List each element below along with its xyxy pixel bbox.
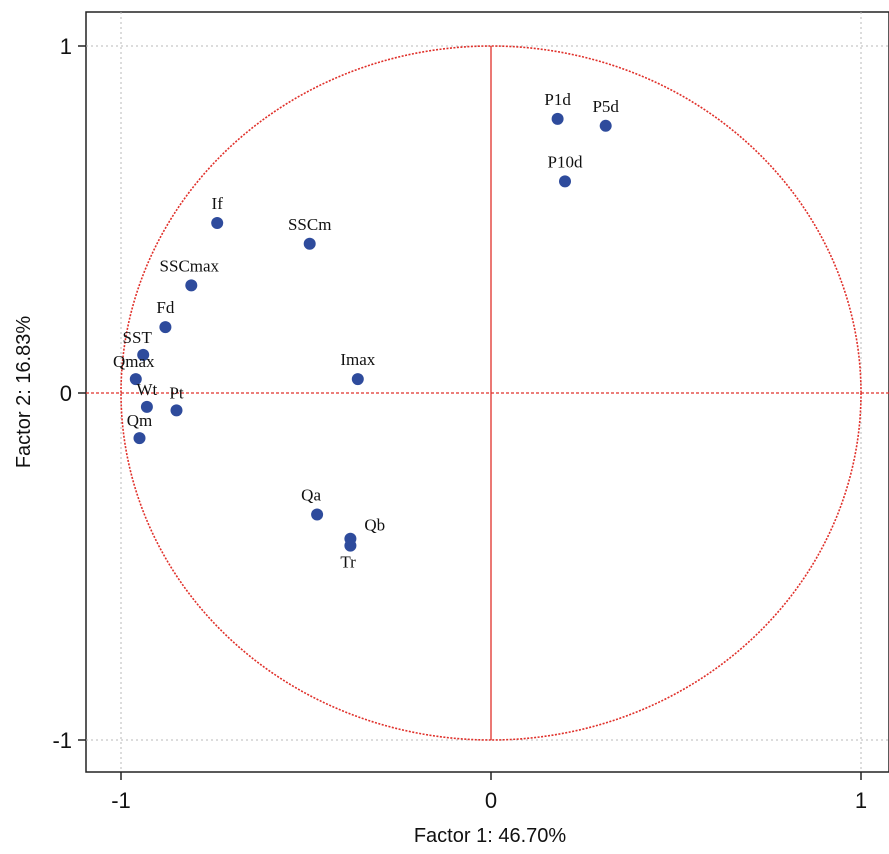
point-label: Fd	[156, 298, 174, 317]
data-point	[137, 348, 150, 361]
point-label: SST	[123, 328, 153, 347]
data-point	[599, 119, 612, 132]
data-point	[159, 321, 172, 334]
point-label: Imax	[340, 350, 375, 369]
point-label: Qb	[364, 516, 385, 535]
data-point	[551, 112, 564, 125]
point-label: Qmax	[113, 352, 155, 371]
point-label: Wt	[137, 380, 158, 399]
point-label: SSCm	[288, 215, 331, 234]
y-tick-label: 1	[60, 34, 72, 59]
y-tick-label: 0	[60, 381, 72, 406]
ticks: -1 0 1 -1 0 1	[52, 34, 867, 813]
point-label: Pt	[169, 383, 183, 402]
data-point	[311, 508, 324, 521]
point-label: P10d	[548, 152, 583, 171]
point-label: Qa	[301, 485, 321, 504]
unit-circle-layer	[86, 45, 889, 741]
point-label: Qm	[127, 411, 153, 430]
x-tick-label: -1	[111, 788, 131, 813]
data-point	[351, 373, 364, 386]
point-label: If	[212, 194, 224, 213]
plot-area	[85, 11, 889, 773]
y-axis-title: Factor 2: 16.83%	[13, 316, 35, 469]
data-point	[129, 373, 142, 386]
point-label: P1d	[544, 90, 571, 109]
point-label: P5d	[592, 97, 619, 116]
data-point	[303, 237, 316, 250]
data-point	[170, 404, 183, 417]
data-point	[344, 539, 357, 552]
x-tick-label: 1	[855, 788, 867, 813]
data-point	[211, 216, 224, 229]
data-point	[140, 400, 153, 413]
x-tick-label: 0	[485, 788, 497, 813]
data-point	[185, 279, 198, 292]
point-label: Tr	[340, 553, 356, 572]
unit-circle	[120, 45, 862, 741]
y-tick-label: -1	[52, 728, 72, 753]
point-label: SSCmax	[160, 256, 220, 275]
x-axis-title: Factor 1: 46.70%	[414, 825, 567, 847]
data-point	[559, 175, 571, 188]
data-point	[133, 432, 146, 445]
